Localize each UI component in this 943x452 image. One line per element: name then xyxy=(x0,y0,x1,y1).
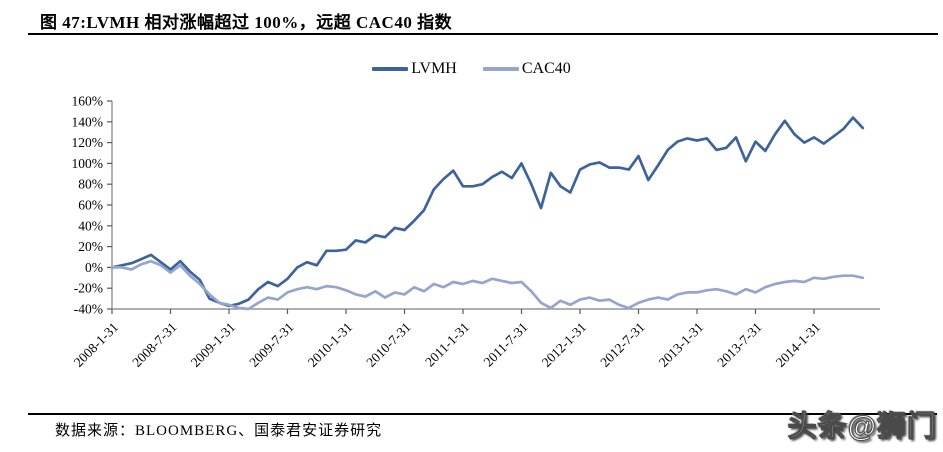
data-source: 数据来源：BLOOMBERG、国泰君安证券研究 xyxy=(55,423,383,439)
x-tick-label: 2009-7-31 xyxy=(246,320,296,370)
y-tick-label: 120% xyxy=(72,135,104,150)
x-tick-label: 2013-1-31 xyxy=(656,320,706,370)
x-tick-label: 2010-7-31 xyxy=(363,320,413,370)
y-tick-label: 100% xyxy=(72,156,104,171)
x-tick-label: 2013-7-31 xyxy=(714,320,764,370)
watermark: 头条@狮门 xyxy=(787,411,937,444)
y-tick-label: 20% xyxy=(78,239,103,254)
x-tick-label: 2012-1-31 xyxy=(539,320,589,370)
cac40-line xyxy=(110,259,865,311)
x-tick-label: 2012-7-31 xyxy=(597,320,647,370)
title-divider xyxy=(28,33,938,35)
y-tick-label: 60% xyxy=(78,198,103,213)
y-tick-label: 80% xyxy=(78,177,103,192)
lvmh-line-swatch xyxy=(372,67,409,71)
y-tick-label: 140% xyxy=(72,114,104,129)
y-tick-label: 160% xyxy=(72,94,104,109)
x-tick-label: 2014-1-31 xyxy=(773,320,823,370)
figure-title: 图 47:LVMH 相对涨幅超过 100%，远超 CAC40 指数 xyxy=(40,13,453,32)
x-tick-label: 2008-1-31 xyxy=(71,320,121,370)
legend-item-cac40: CAC40 xyxy=(482,60,571,78)
x-tick-label: 2011-1-31 xyxy=(422,320,472,370)
x-tick-label: 2008-7-31 xyxy=(129,320,179,370)
lvmh-line xyxy=(110,116,865,308)
y-tick-label: -20% xyxy=(74,281,103,296)
legend-label-cac40: CAC40 xyxy=(521,60,571,77)
y-tick-label: 0% xyxy=(85,260,103,275)
cac40-line-swatch xyxy=(482,67,519,71)
x-tick-label: 2010-1-31 xyxy=(305,320,355,370)
legend-item-lvmh: LVMH xyxy=(372,60,457,78)
chart-legend: LVMH CAC40 xyxy=(0,58,943,80)
y-tick-label: -40% xyxy=(74,302,103,317)
x-tick-label: 2011-7-31 xyxy=(481,320,531,370)
footer-divider xyxy=(28,413,937,415)
legend-label-lvmh: LVMH xyxy=(411,60,457,77)
x-tick-label: 2009-1-31 xyxy=(188,320,238,370)
y-tick-label: 40% xyxy=(78,218,103,233)
